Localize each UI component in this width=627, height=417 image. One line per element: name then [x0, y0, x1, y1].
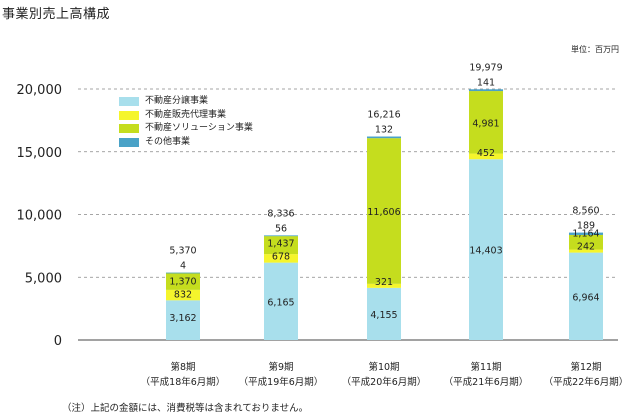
- legend-swatch-other: [119, 137, 139, 147]
- data-label-solution: 1,370: [169, 276, 196, 287]
- bar-segment: [569, 234, 603, 250]
- bar-segment: [166, 272, 200, 290]
- data-label-sales-agency: 242: [577, 242, 595, 253]
- bar-segment: [569, 232, 603, 235]
- legend-swatch-solution: [119, 124, 139, 134]
- bar-segment: [166, 272, 200, 274]
- data-label-solution: 1,164: [572, 229, 599, 240]
- legend-swatch-sales-agency: [119, 110, 139, 120]
- data-label-solution: 11,606: [367, 207, 400, 218]
- legend-item-sales-agency: 不動産販売代理事業: [119, 109, 253, 123]
- x-tick-sublabel: （平成18年6月期）: [141, 376, 226, 388]
- y-tick-label: 5,000: [25, 271, 62, 286]
- legend-label-distribution: 不動産分譲事業: [145, 96, 209, 107]
- x-tick-label: 第11期: [470, 361, 501, 373]
- bar-segment: [264, 236, 298, 255]
- data-label-distribution: 6,964: [572, 292, 599, 303]
- x-tick-label: 第9期: [268, 361, 293, 373]
- bar-segment: [264, 235, 298, 237]
- legend-item-solution: 不動産ソリューション事業: [119, 122, 253, 136]
- bar-segment: [166, 300, 200, 340]
- x-tick-sublabel: （平成21年6月期）: [444, 376, 529, 388]
- bar-segment: [264, 254, 298, 263]
- y-tick-label: 20,000: [17, 83, 63, 98]
- bar-segment: [569, 249, 603, 253]
- legend-label-other: その他事業: [145, 136, 191, 147]
- bar-segment: [367, 283, 401, 288]
- data-label-other: 56: [275, 223, 287, 234]
- bar-segment: [469, 91, 503, 154]
- data-label-sales-agency: 678: [272, 252, 290, 263]
- data-label-sales-agency: 832: [174, 289, 192, 300]
- chart-title: 事業別売上高構成: [2, 7, 111, 22]
- total-label: 8,560: [572, 206, 599, 217]
- data-label-distribution: 6,165: [267, 297, 294, 308]
- bar-segment: [166, 289, 200, 301]
- bar-segment: [469, 153, 503, 160]
- bar-segment: [469, 159, 503, 340]
- total-label: 19,979: [469, 62, 502, 73]
- bar-segment: [367, 136, 401, 139]
- total-label: 5,370: [169, 246, 196, 257]
- x-tick-label: 第12期: [570, 361, 601, 373]
- legend-label-solution: 不動産ソリューション事業: [145, 123, 253, 134]
- y-tick-label: 0: [54, 334, 62, 349]
- y-tick-label: 10,000: [17, 209, 63, 224]
- legend: 不動産分譲事業 不動産販売代理事業 不動産ソリューション事業 その他事業: [119, 95, 253, 149]
- data-label-other: 132: [375, 124, 393, 135]
- total-label: 8,336: [267, 208, 294, 219]
- footnote: （注）上記の金額には、消費税等は含まれておりません。: [62, 403, 309, 414]
- y-tick-label: 15,000: [17, 146, 63, 161]
- bar-segment: [367, 138, 401, 284]
- x-tick-sublabel: （平成20年6月期）: [342, 376, 427, 388]
- legend-item-distribution: 不動産分譲事業: [119, 95, 253, 109]
- legend-item-other: その他事業: [119, 136, 253, 150]
- legend-label-sales-agency: 不動産販売代理事業: [145, 109, 227, 120]
- data-label-solution: 1,437: [267, 239, 294, 250]
- data-label-other: 189: [577, 221, 595, 232]
- x-tick-label: 第8期: [170, 361, 195, 373]
- data-label-solution: 4,981: [472, 118, 499, 129]
- data-label-distribution: 14,403: [469, 246, 502, 257]
- x-tick-sublabel: （平成19年6月期）: [239, 376, 324, 388]
- bar-segment: [569, 252, 603, 340]
- bar-segment: [469, 89, 503, 92]
- x-tick-label: 第10期: [368, 361, 399, 373]
- bar-segment: [367, 287, 401, 340]
- data-label-other: 141: [477, 77, 495, 88]
- total-label: 16,216: [367, 109, 400, 120]
- x-tick-sublabel: （平成22年6月期）: [544, 376, 627, 388]
- data-label-other: 4: [180, 261, 186, 272]
- legend-swatch-distribution: [119, 97, 139, 107]
- unit-label: 単位：百万円: [571, 45, 619, 54]
- data-label-distribution: 4,155: [370, 310, 397, 321]
- data-label-sales-agency: 321: [375, 277, 393, 288]
- bar-segment: [264, 262, 298, 340]
- data-label-sales-agency: 452: [477, 148, 495, 159]
- data-label-distribution: 3,162: [169, 313, 196, 324]
